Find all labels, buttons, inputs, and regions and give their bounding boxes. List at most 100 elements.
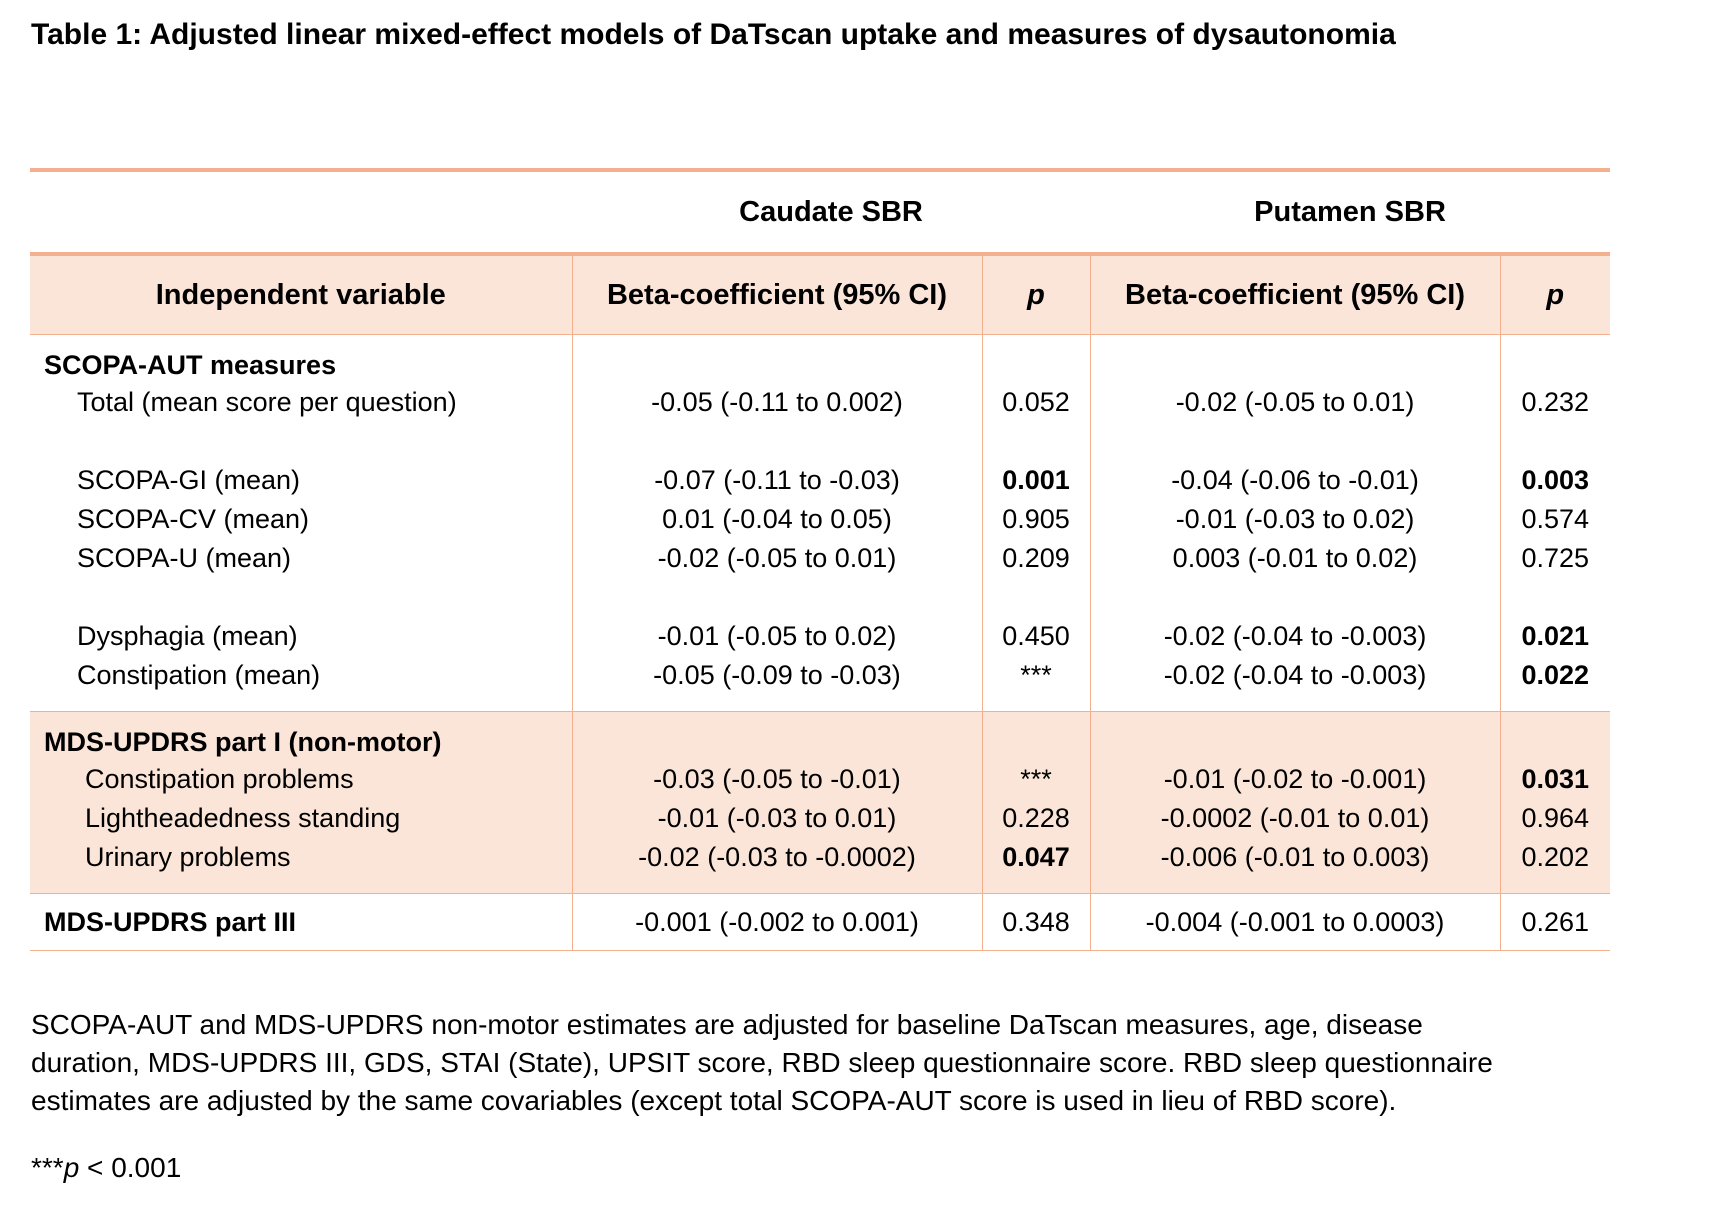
spacer-cell xyxy=(30,695,572,712)
spacer-cell xyxy=(981,695,1091,712)
spacer-cell xyxy=(1089,877,1501,894)
p-caudate-cell: 0.450 xyxy=(981,617,1091,656)
p-caudate-cell: 0.001 xyxy=(981,461,1091,500)
p-putamen-cell-value: 0.021 xyxy=(1521,621,1590,651)
spacer-cell xyxy=(571,695,982,712)
beta-caudate-cell: -0.03 (-0.05 to -0.01) xyxy=(571,760,982,799)
row-label: SCOPA-CV (mean) xyxy=(77,504,310,534)
p-caudate-cell: 0.228 xyxy=(981,799,1091,838)
significance-note: ***p < 0.001 xyxy=(31,1152,181,1184)
row-label: SCOPA-U (mean) xyxy=(77,543,292,573)
spacer-cell xyxy=(981,877,1091,894)
beta-caudate-cell: -0.02 (-0.05 to 0.01) xyxy=(571,539,982,578)
p-caudate-cell: *** xyxy=(981,656,1091,695)
table-row: SCOPA-GI (mean) -0.07 (-0.11 to -0.03) 0.0… xyxy=(30,461,1611,500)
col-header-beta-putamen: Beta-coefficient (95% CI) xyxy=(1089,252,1501,335)
spacer-cell xyxy=(30,422,572,461)
p-putamen-cell: 0.021 xyxy=(1499,617,1611,656)
beta-putamen-cell: -0.04 (-0.06 to -0.01) xyxy=(1089,461,1501,500)
row-label: MDS-UPDRS part III xyxy=(30,893,572,951)
section-updrs-part-i: MDS-UPDRS part I (non-motor) Constipation… xyxy=(30,711,1611,894)
row-label: Lightheadedness standing xyxy=(30,799,572,838)
beta-putamen-cell: -0.02 (-0.05 to 0.01) xyxy=(1089,383,1501,422)
beta-caudate-cell: -0.01 (-0.03 to 0.01) xyxy=(571,799,982,838)
spacer-cell xyxy=(571,422,982,461)
empty-cell xyxy=(1089,347,1501,383)
empty-cell xyxy=(571,724,982,760)
spacer-cell xyxy=(571,711,982,724)
table-row: SCOPA-CV (mean) 0.01 (-0.04 to 0.05) 0.905… xyxy=(30,500,1611,539)
footnote-line: estimates are adjusted by the same covar… xyxy=(31,1085,1397,1116)
col-header-p-caudate: p xyxy=(981,252,1091,335)
group-header-caudate: Caudate SBR xyxy=(572,168,1091,254)
beta-putamen-cell: -0.0002 (-0.01 to 0.01) xyxy=(1089,799,1501,838)
table-row: Total (mean score per question) -0.05 (-0… xyxy=(30,383,1611,422)
sig-threshold: < 0.001 xyxy=(79,1152,182,1183)
empty-cell xyxy=(981,347,1091,383)
empty-cell xyxy=(1089,724,1501,760)
spacer-cell xyxy=(1089,422,1501,461)
beta-caudate-cell: -0.01 (-0.05 to 0.02) xyxy=(571,617,982,656)
group-header-empty xyxy=(30,168,572,254)
p-caudate-cell-value: 0.001 xyxy=(1002,465,1070,495)
spacer-cell xyxy=(30,578,572,617)
row-label: Total (mean score per question) xyxy=(77,387,457,417)
beta-putamen-cell: -0.01 (-0.03 to 0.02) xyxy=(1089,500,1501,539)
spacer-cell xyxy=(1499,334,1611,347)
spacer-cell xyxy=(981,578,1091,617)
spacer-cell xyxy=(1499,578,1611,617)
p-putamen-cell: 0.003 xyxy=(1499,461,1611,500)
beta-caudate-cell: 0.01 (-0.04 to 0.05) xyxy=(571,500,982,539)
p-putamen-cell: 0.232 xyxy=(1499,383,1611,422)
spacer-cell xyxy=(1499,422,1611,461)
spacer-cell xyxy=(571,578,982,617)
p-putamen-cell-value: 0.003 xyxy=(1521,465,1590,495)
beta-caudate-cell: -0.05 (-0.11 to 0.002) xyxy=(571,383,982,422)
group-header-putamen: Putamen SBR xyxy=(1090,168,1611,254)
spacer-cell xyxy=(30,877,572,894)
p-putamen-cell: 0.022 xyxy=(1499,656,1611,695)
p-caudate-cell: 0.047 xyxy=(981,838,1091,877)
spacer-cell xyxy=(1089,695,1501,712)
p-putamen-cell: 0.261 xyxy=(1499,893,1611,951)
beta-putamen-cell: -0.02 (-0.04 to -0.003) xyxy=(1089,617,1501,656)
footnote-line: SCOPA-AUT and MDS-UPDRS non-motor estima… xyxy=(31,1009,1423,1040)
spacer-cell xyxy=(1089,578,1501,617)
spacer-cell xyxy=(1089,711,1501,724)
spacer-cell xyxy=(981,334,1091,347)
p-caudate-cell: 0.052 xyxy=(981,383,1091,422)
p-putamen-cell: 0.725 xyxy=(1499,539,1611,578)
group-header-row: Caudate SBR Putamen SBR xyxy=(30,168,1611,254)
p-putamen-cell-value: 0.022 xyxy=(1521,660,1590,690)
spacer-cell xyxy=(1499,877,1611,894)
beta-putamen-cell: 0.003 (-0.01 to 0.02) xyxy=(1089,539,1501,578)
beta-caudate-cell: -0.001 (-0.002 to 0.001) xyxy=(571,893,982,951)
spacer-cell xyxy=(571,334,982,347)
section-label: MDS-UPDRS part I (non-motor) xyxy=(30,724,572,760)
col-header-p-putamen: p xyxy=(1499,252,1611,335)
section-header-row: SCOPA-AUT measures xyxy=(30,347,1611,383)
p-caudate-cell: 0.209 xyxy=(981,539,1091,578)
spacer-cell xyxy=(571,877,982,894)
table-row-updrs-part-iii: MDS-UPDRS part III -0.001 (-0.002 to 0.0… xyxy=(30,893,1611,951)
sig-p-symbol: p xyxy=(63,1152,80,1183)
column-header-row: Independent variable Beta-coefficient (9… xyxy=(30,252,1611,335)
spacer-cell xyxy=(981,711,1091,724)
spacer-cell xyxy=(1499,695,1611,712)
table-row: Constipation (mean) -0.05 (-0.09 to -0.03… xyxy=(30,656,1611,695)
spacer-row xyxy=(30,695,1611,712)
row-label: Constipation (mean) xyxy=(77,660,321,690)
p-putamen-cell: 0.031 xyxy=(1499,760,1611,799)
p-caudate-cell: 0.348 xyxy=(981,893,1091,951)
table-row: Urinary problems -0.02 (-0.03 to -0.0002)… xyxy=(30,838,1611,877)
row-label: SCOPA-GI (mean) xyxy=(77,465,301,495)
beta-putamen-cell: -0.004 (-0.001 to 0.0003) xyxy=(1089,893,1501,951)
footnote: SCOPA-AUT and MDS-UPDRS non-motor estima… xyxy=(31,1006,1731,1120)
col-header-independent-variable: Independent variable xyxy=(30,252,572,335)
p-putamen-cell: 0.964 xyxy=(1499,799,1611,838)
spacer-cell xyxy=(1499,711,1611,724)
sig-stars: *** xyxy=(31,1152,64,1183)
spacer-row xyxy=(30,578,1611,617)
col-header-beta-caudate: Beta-coefficient (95% CI) xyxy=(571,252,982,335)
empty-cell xyxy=(1499,724,1611,760)
